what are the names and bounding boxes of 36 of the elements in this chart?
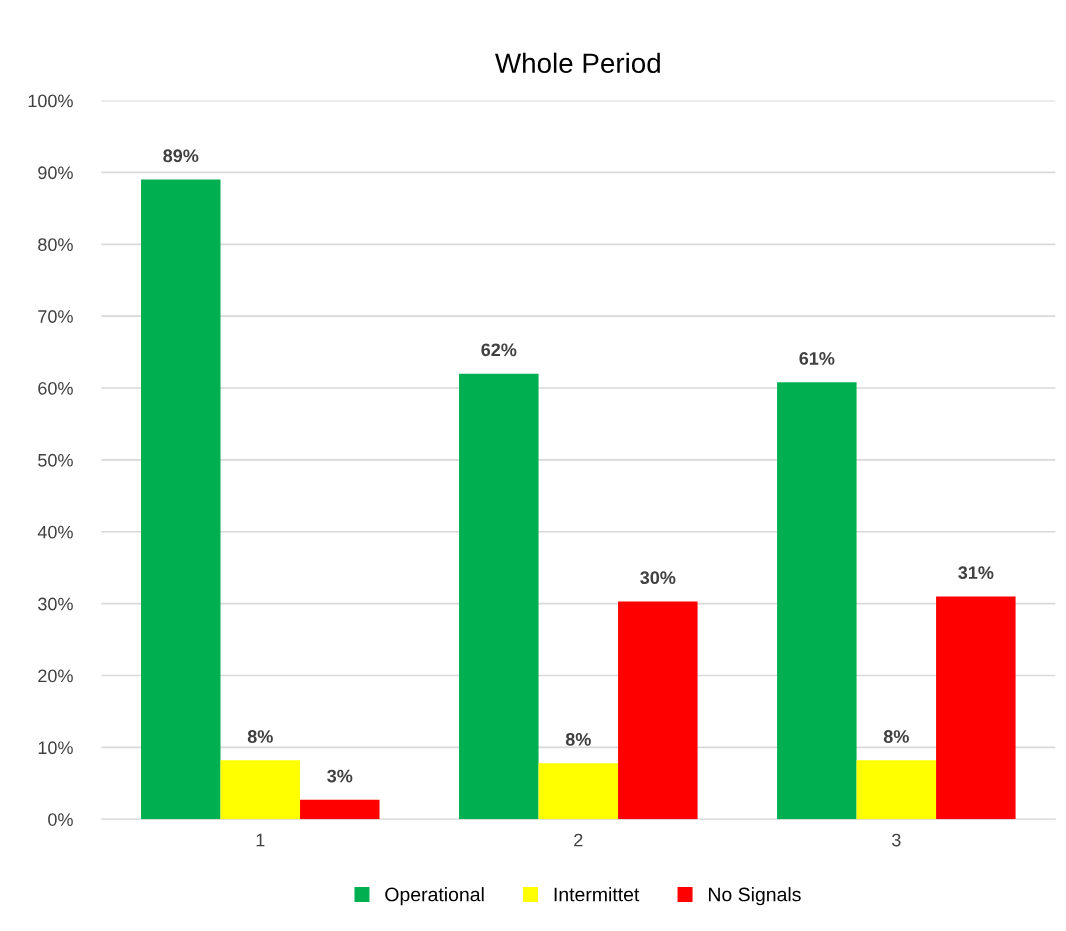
legend-label: Intermittet bbox=[554, 887, 640, 902]
y-tick-label: 0% bbox=[48, 813, 73, 826]
data-label: 61% bbox=[799, 352, 835, 365]
data-label: 8% bbox=[565, 732, 591, 746]
x-tick-label: 3 bbox=[892, 833, 901, 847]
data-label: 3% bbox=[327, 769, 353, 783]
data-label: 89% bbox=[163, 149, 199, 163]
chart-title: Whole Period bbox=[495, 52, 660, 74]
data-label: 62% bbox=[481, 343, 517, 357]
y-tick-label: 90% bbox=[38, 166, 73, 180]
data-label: 8% bbox=[247, 730, 273, 743]
data-label: 8% bbox=[883, 730, 909, 743]
bar bbox=[459, 373, 539, 820]
y-tick-label: 20% bbox=[38, 669, 73, 683]
bar bbox=[936, 596, 1016, 820]
bar bbox=[300, 799, 380, 820]
bar bbox=[618, 601, 698, 820]
data-label: 31% bbox=[958, 566, 994, 580]
legend-label: Operational bbox=[385, 887, 484, 906]
bar bbox=[856, 760, 937, 820]
bar bbox=[538, 763, 619, 820]
bar bbox=[777, 382, 857, 820]
bar bbox=[220, 760, 301, 820]
y-tick-label: 70% bbox=[38, 310, 73, 323]
x-tick-label: 2 bbox=[574, 833, 583, 847]
x-tick-label: 1 bbox=[256, 833, 265, 847]
y-tick-label: 100% bbox=[28, 94, 73, 108]
bar bbox=[141, 179, 221, 820]
y-tick-label: 30% bbox=[38, 597, 73, 611]
legend-label: No Signals bbox=[709, 887, 801, 906]
y-tick-label: 50% bbox=[38, 453, 73, 467]
data-label: 30% bbox=[640, 571, 676, 585]
y-tick-label: 60% bbox=[38, 381, 73, 395]
y-tick-label: 80% bbox=[38, 238, 73, 252]
y-tick-label: 10% bbox=[38, 741, 73, 755]
y-tick-label: 40% bbox=[37, 525, 73, 539]
